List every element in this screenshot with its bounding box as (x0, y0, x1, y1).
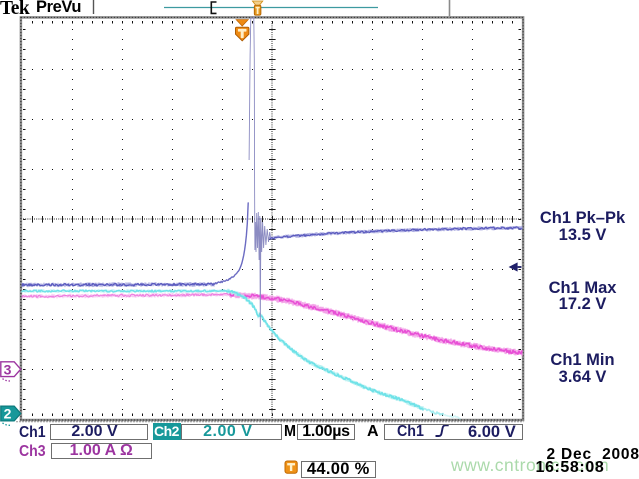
svg-text:3: 3 (4, 361, 12, 377)
svg-text:2: 2 (4, 406, 12, 422)
